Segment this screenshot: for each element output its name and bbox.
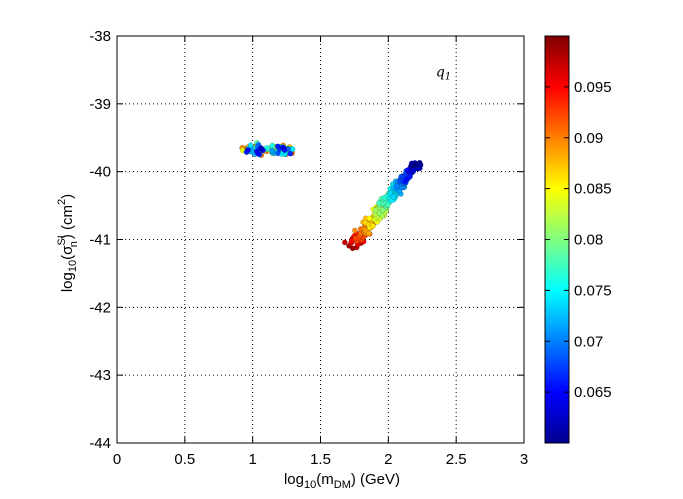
colorbar-tick-label: 0.065	[574, 384, 612, 401]
x-axis-label-mid: (m	[316, 471, 334, 488]
x-axis-label: log10(mDM) (GeV)	[284, 471, 400, 491]
data-point	[341, 239, 348, 246]
y-tick-label: -43	[89, 367, 111, 384]
data-point	[245, 147, 251, 153]
x-tick-label: 2.5	[446, 451, 467, 468]
data-point	[255, 150, 261, 157]
y-axis-label-mid: (σ	[59, 245, 76, 260]
data-point	[370, 223, 376, 229]
data-point	[372, 207, 379, 213]
data-point	[410, 161, 417, 167]
x-axis-label-sub2: DM	[334, 479, 351, 491]
colorbar-tick-label: 0.075	[574, 282, 612, 299]
annotation-base: q	[436, 65, 445, 81]
data-point	[393, 183, 400, 189]
data-point	[263, 144, 270, 151]
x-axis-label-sub1: 10	[304, 479, 316, 491]
data-point	[258, 145, 264, 151]
colorbar-tick-label: 0.08	[574, 232, 603, 249]
x-tick-label: 0	[113, 451, 121, 468]
data-point	[287, 150, 294, 157]
colorbar-tick-label: 0.095	[574, 79, 612, 96]
axis-ticks: 0 0.5 1 1.5 2 2.5 3 -44 -43 -42 -41 -40 -39 -38	[89, 28, 528, 468]
data-point	[403, 176, 410, 182]
data-point	[274, 143, 281, 150]
data-point	[366, 215, 373, 222]
data-point	[376, 210, 383, 216]
y-axis-label-end: )	[59, 194, 76, 199]
y-tick-label: -44	[89, 435, 111, 452]
y-axis-label-sup2: 2	[56, 199, 68, 205]
y-axis-label-sub1: 10	[67, 260, 79, 272]
data-point	[269, 147, 276, 154]
colorbar-ticks: 0.065 0.07 0.075 0.08 0.085 0.09 0.095	[545, 79, 612, 401]
y-axis-label-sub2: n	[68, 241, 80, 247]
data-point	[384, 201, 391, 208]
data-point	[390, 194, 397, 200]
data-point	[417, 161, 423, 167]
x-axis-label-pre: log	[284, 471, 304, 488]
annotation-sub: 1	[445, 72, 451, 83]
series-annotation: q1	[436, 65, 451, 83]
colorbar-tick-label: 0.07	[574, 333, 603, 350]
y-tick-label: -39	[89, 96, 111, 113]
data-point	[387, 190, 394, 197]
x-tick-label: 3	[520, 451, 528, 468]
colorbar-tick-label: 0.09	[574, 130, 603, 147]
plot-background	[117, 36, 524, 443]
y-tick-label: -40	[89, 164, 111, 181]
y-tick-label: -42	[89, 299, 111, 316]
x-tick-label: 1	[248, 451, 256, 468]
y-tick-label: -38	[89, 28, 111, 45]
x-tick-label: 0.5	[174, 451, 195, 468]
y-axis-label: log10(σSIn ) (cm2)	[56, 194, 80, 292]
y-axis-label-sup: SI	[56, 235, 68, 245]
y-tick-label: -41	[89, 232, 111, 249]
x-axis-label-post: ) (GeV)	[351, 471, 400, 488]
x-tick-label: 2	[384, 451, 392, 468]
data-point	[352, 227, 358, 234]
data-point	[365, 230, 372, 237]
data-point	[379, 207, 386, 213]
data-points	[239, 140, 424, 252]
data-point	[280, 144, 286, 151]
y-axis-label-pre: log	[59, 272, 76, 292]
colorbar-tick-label: 0.085	[574, 181, 612, 198]
y-axis-label-post: ) (cm	[59, 205, 76, 239]
data-point	[376, 199, 382, 206]
data-point	[269, 142, 276, 149]
x-tick-label: 1.5	[310, 451, 331, 468]
